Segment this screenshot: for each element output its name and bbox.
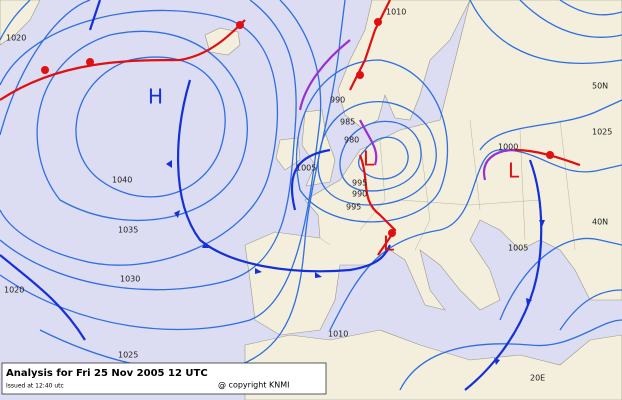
isobar-label: 1005: [296, 164, 316, 173]
isobar-label: 1000: [498, 143, 518, 152]
front-symbol: [546, 151, 554, 159]
isobar-label: 1035: [118, 226, 138, 235]
isobar-label: 1025: [592, 128, 612, 137]
isobar-label: 1025: [118, 351, 138, 360]
isobar-label: 990: [352, 190, 367, 199]
isobar-label: 1010: [328, 330, 348, 339]
isobar-label: 1020: [4, 286, 24, 295]
front-symbol: [236, 21, 244, 29]
isobar: [339, 120, 422, 192]
continent: [244, 0, 622, 336]
cold-front: [177, 79, 391, 273]
isobar-labels: 1040 1035 1030 1025 1020 1020 1010 1010 …: [4, 8, 612, 360]
grid-label: 20E: [530, 374, 545, 383]
isobar-label: 995: [352, 179, 367, 188]
front-symbol: [255, 268, 262, 274]
front-symbol: [174, 210, 180, 218]
cold-front: [88, 0, 102, 31]
grid-label: 40N: [592, 218, 608, 227]
front-symbol: [374, 18, 382, 26]
cold-front: [290, 148, 331, 211]
front-symbol: [539, 220, 545, 227]
isobar: [0, 0, 297, 291]
isobar-label: 1040: [112, 176, 132, 185]
greenland: [0, 0, 41, 46]
low-pressure: L: [363, 147, 375, 171]
isobar: [559, 0, 622, 16]
africa: [244, 329, 622, 400]
occluded-front: [298, 39, 351, 111]
front-symbol: [166, 160, 172, 168]
isobar: [499, 237, 622, 321]
low-pressure: L: [383, 232, 395, 256]
high-pressure: H: [148, 85, 163, 109]
low-pressure: L: [508, 159, 520, 183]
borders: [319, 119, 576, 251]
isobar: [357, 136, 409, 180]
footer-title: Analysis for Fri 25 Nov 2005 12 UTC: [6, 368, 208, 379]
front-symbol: [494, 358, 500, 365]
footer-issued: Issued at 12:40 utc: [6, 383, 64, 390]
cold-front-symbols: [166, 160, 545, 365]
warm-front: [0, 19, 246, 101]
isobar: [317, 101, 437, 206]
isobar-label: 995: [346, 203, 361, 212]
isobar: [75, 56, 226, 198]
isobar: [479, 99, 622, 151]
scandinavia: [337, 0, 471, 129]
isobar-label: 1005: [508, 244, 528, 253]
occluded-front: [359, 119, 378, 166]
isobar-label: 1030: [120, 275, 140, 284]
isobar: [0, 0, 31, 41]
isobar: [0, 9, 279, 266]
front-symbol: [526, 298, 532, 305]
isobar-label: 980: [344, 136, 359, 145]
grid-label: 50N: [592, 82, 608, 91]
front-symbol: [388, 229, 396, 237]
isobar: [399, 319, 622, 391]
great-britain: [301, 109, 336, 187]
isobar: [36, 30, 248, 221]
front-symbol: [202, 242, 209, 248]
isobar: [295, 59, 448, 223]
front-symbol: [41, 66, 49, 74]
isobar-label: 1020: [6, 34, 26, 43]
cold-front: [0, 254, 86, 341]
isobar: [469, 0, 622, 65]
footer-copyright: @ copyright KNMI: [218, 381, 289, 390]
warm-front: [358, 154, 397, 256]
isobar: [519, 0, 622, 38]
front-symbol: [86, 58, 94, 66]
isobar: [0, 0, 91, 136]
warm-front-symbols: [41, 18, 554, 237]
isobar-label: 990: [330, 96, 345, 105]
isobar-label: 1010: [386, 8, 406, 17]
front-symbol: [356, 71, 364, 79]
front-symbol: [315, 272, 322, 278]
isobar: [0, 0, 322, 331]
occluded-front: [482, 148, 516, 181]
isobar-label: 985: [340, 118, 355, 127]
footer-box: [1, 362, 327, 395]
isobar: [559, 289, 622, 331]
